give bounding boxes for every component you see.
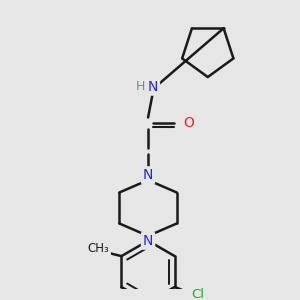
Text: O: O (183, 116, 194, 130)
Text: N: N (148, 80, 158, 94)
Text: N: N (143, 234, 153, 248)
Text: H: H (136, 80, 145, 93)
Text: CH₃: CH₃ (87, 242, 109, 255)
Text: N: N (143, 168, 153, 182)
Text: Cl: Cl (191, 288, 204, 300)
